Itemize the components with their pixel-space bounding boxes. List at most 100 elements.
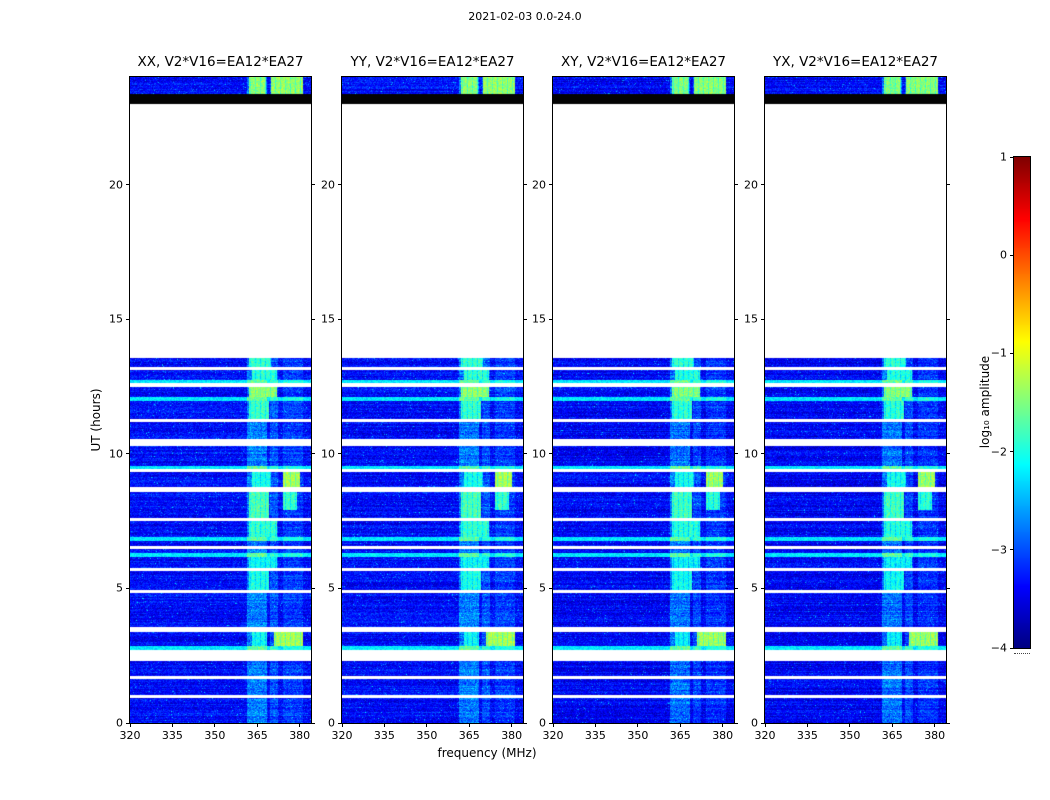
x-tick-mark xyxy=(341,723,343,727)
y-tick-mark xyxy=(338,722,342,724)
y-tick-mark xyxy=(549,184,553,186)
colorbar-tick-mark xyxy=(1010,647,1014,649)
y-tick-label: 10 xyxy=(109,447,123,461)
y-tick-mark xyxy=(734,587,738,589)
y-tick-mark xyxy=(946,184,950,186)
y-tick-mark xyxy=(126,722,130,724)
y-tick-mark xyxy=(311,453,315,455)
panel-yy: YY, V2*V16=EA12*EA27 320 335 350 365 380 0 5 10… xyxy=(321,54,527,742)
x-tick-label: 320 xyxy=(754,729,776,742)
colorbar: 1 0 −1 −2 −3 −4 xyxy=(991,151,1030,655)
x-tick-label: 320 xyxy=(119,729,141,742)
y-tick-mark xyxy=(311,722,315,724)
y-tick-mark xyxy=(126,453,130,455)
x-tick-label: 380 xyxy=(289,729,311,742)
x-axis-label: frequency (MHz) xyxy=(437,746,537,760)
y-tick-label: 5 xyxy=(328,581,335,595)
y-tick-label: 0 xyxy=(328,716,335,730)
colorbar-tick-label: −2 xyxy=(990,445,1007,459)
y-tick-label: 20 xyxy=(321,178,335,192)
x-tick-label: 380 xyxy=(501,729,523,742)
y-tick-mark xyxy=(338,453,342,455)
y-tick-label: 10 xyxy=(321,447,335,461)
y-tick-mark xyxy=(338,318,342,320)
y-tick-label: 10 xyxy=(532,447,546,461)
x-tick-mark xyxy=(171,723,173,727)
y-tick-mark xyxy=(523,318,527,320)
y-tick-label: 15 xyxy=(532,312,546,326)
x-tick-mark xyxy=(722,723,724,727)
x-tick-label: 365 xyxy=(669,729,691,742)
x-tick-mark xyxy=(637,723,639,727)
y-tick-mark xyxy=(126,587,130,589)
x-tick-label: 335 xyxy=(796,729,818,742)
y-tick-mark xyxy=(946,318,950,320)
panel-xx: XX, V2*V16=EA12*EA27 320 335 350 365 380 0 5 10… xyxy=(109,54,315,742)
colorbar-tick-mark xyxy=(1010,352,1014,354)
y-tick-label: 15 xyxy=(321,312,335,326)
y-tick-mark xyxy=(734,184,738,186)
x-tick-label: 320 xyxy=(542,729,564,742)
y-tick-mark xyxy=(761,587,765,589)
colorbar-extend-dotted-line xyxy=(1014,653,1030,654)
x-tick-label: 380 xyxy=(712,729,734,742)
colorbar-tick-label: −1 xyxy=(990,346,1007,360)
x-tick-label: 335 xyxy=(161,729,183,742)
x-tick-mark xyxy=(552,723,554,727)
spectrogram-canvas-xy xyxy=(553,77,734,723)
y-tick-mark xyxy=(549,587,553,589)
y-tick-label: 20 xyxy=(744,178,758,192)
x-tick-label: 380 xyxy=(924,729,946,742)
y-tick-mark xyxy=(946,722,950,724)
y-tick-mark xyxy=(761,722,765,724)
colorbar-tick-mark xyxy=(1010,549,1014,551)
x-tick-label: 365 xyxy=(246,729,268,742)
y-tick-label: 0 xyxy=(751,716,758,730)
x-tick-mark xyxy=(594,723,596,727)
x-tick-label: 350 xyxy=(416,729,438,742)
y-tick-label: 5 xyxy=(751,581,758,595)
x-tick-mark xyxy=(468,723,470,727)
y-tick-label: 20 xyxy=(109,178,123,192)
x-tick-label: 350 xyxy=(627,729,649,742)
y-tick-mark xyxy=(549,453,553,455)
colorbar-label: log₁₀ amplitude xyxy=(978,355,992,449)
x-tick-mark xyxy=(934,723,936,727)
figure-title: 2021-02-03 0.0-24.0 xyxy=(468,10,582,23)
spectrogram-canvas-xx xyxy=(130,77,311,723)
y-tick-mark xyxy=(338,587,342,589)
x-tick-mark xyxy=(891,723,893,727)
x-tick-mark xyxy=(129,723,131,727)
x-tick-mark xyxy=(764,723,766,727)
colorbar-tick-mark xyxy=(1010,451,1014,453)
x-tick-mark xyxy=(214,723,216,727)
y-tick-mark xyxy=(734,318,738,320)
y-tick-label: 15 xyxy=(744,312,758,326)
x-tick-mark xyxy=(511,723,513,727)
y-tick-mark xyxy=(126,318,130,320)
y-tick-mark xyxy=(549,318,553,320)
y-tick-mark xyxy=(523,722,527,724)
y-tick-label: 5 xyxy=(539,581,546,595)
y-tick-label: 0 xyxy=(116,716,123,730)
y-tick-mark xyxy=(311,184,315,186)
y-tick-mark xyxy=(734,722,738,724)
y-tick-label: 20 xyxy=(532,178,546,192)
x-tick-mark xyxy=(426,723,428,727)
y-tick-mark xyxy=(126,184,130,186)
x-tick-mark xyxy=(679,723,681,727)
colorbar-tick-mark xyxy=(1010,254,1014,256)
colorbar-tick-label: 1 xyxy=(1000,150,1007,164)
x-tick-label: 350 xyxy=(204,729,226,742)
x-tick-mark xyxy=(849,723,851,727)
y-tick-mark xyxy=(338,184,342,186)
y-tick-mark xyxy=(523,453,527,455)
x-tick-label: 350 xyxy=(839,729,861,742)
y-tick-mark xyxy=(311,318,315,320)
x-tick-mark xyxy=(806,723,808,727)
colorbar-tick-label: 0 xyxy=(1000,248,1007,262)
x-tick-label: 365 xyxy=(458,729,480,742)
x-tick-label: 335 xyxy=(584,729,606,742)
x-tick-label: 335 xyxy=(373,729,395,742)
